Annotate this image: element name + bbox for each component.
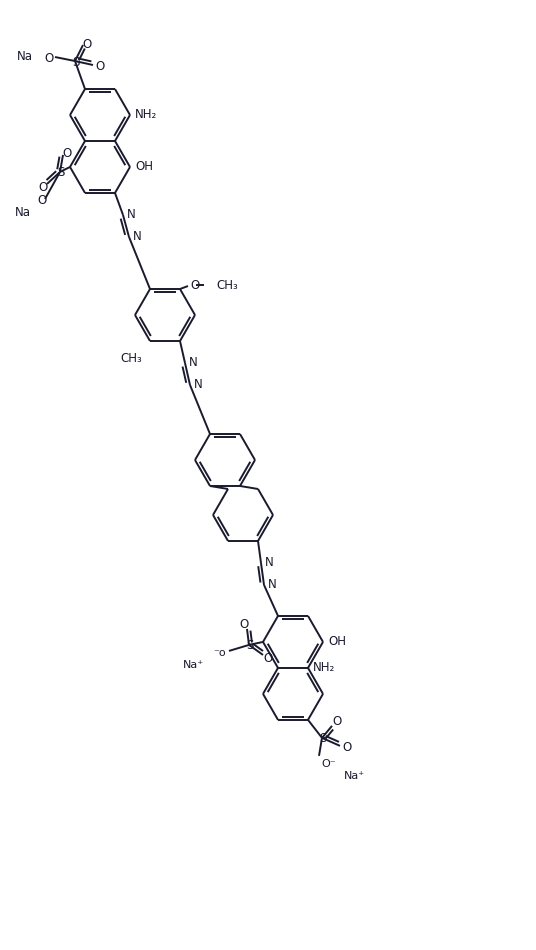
Text: O: O — [95, 60, 105, 72]
Text: S: S — [319, 732, 326, 746]
Text: O: O — [240, 618, 249, 632]
Text: O: O — [190, 278, 199, 292]
Text: O: O — [83, 37, 92, 50]
Text: S: S — [247, 639, 254, 653]
Text: S: S — [72, 55, 80, 68]
Text: N: N — [132, 231, 142, 243]
Text: CH₃: CH₃ — [120, 352, 142, 366]
Text: O: O — [38, 195, 47, 207]
Text: N: N — [265, 557, 273, 569]
Text: O: O — [332, 715, 341, 729]
Text: NH₂: NH₂ — [135, 108, 157, 122]
Text: N: N — [126, 208, 136, 221]
Text: Na⁺: Na⁺ — [344, 770, 365, 781]
Text: O⁻: O⁻ — [321, 759, 336, 769]
Text: S: S — [57, 166, 65, 180]
Text: NH₂: NH₂ — [313, 661, 335, 674]
Text: Na⁺: Na⁺ — [183, 660, 204, 670]
Text: O: O — [39, 181, 48, 195]
Text: Na: Na — [17, 49, 33, 63]
Text: O: O — [62, 147, 72, 161]
Text: N: N — [193, 378, 203, 391]
Text: N: N — [189, 356, 197, 370]
Text: CH₃: CH₃ — [216, 278, 238, 292]
Text: N: N — [267, 579, 277, 592]
Text: OH: OH — [328, 636, 346, 649]
Text: O: O — [263, 653, 273, 665]
Text: O: O — [343, 741, 352, 754]
Text: Na: Na — [15, 206, 31, 219]
Text: O: O — [44, 51, 54, 65]
Text: ⁻o: ⁻o — [213, 648, 226, 658]
Text: OH: OH — [135, 161, 153, 174]
